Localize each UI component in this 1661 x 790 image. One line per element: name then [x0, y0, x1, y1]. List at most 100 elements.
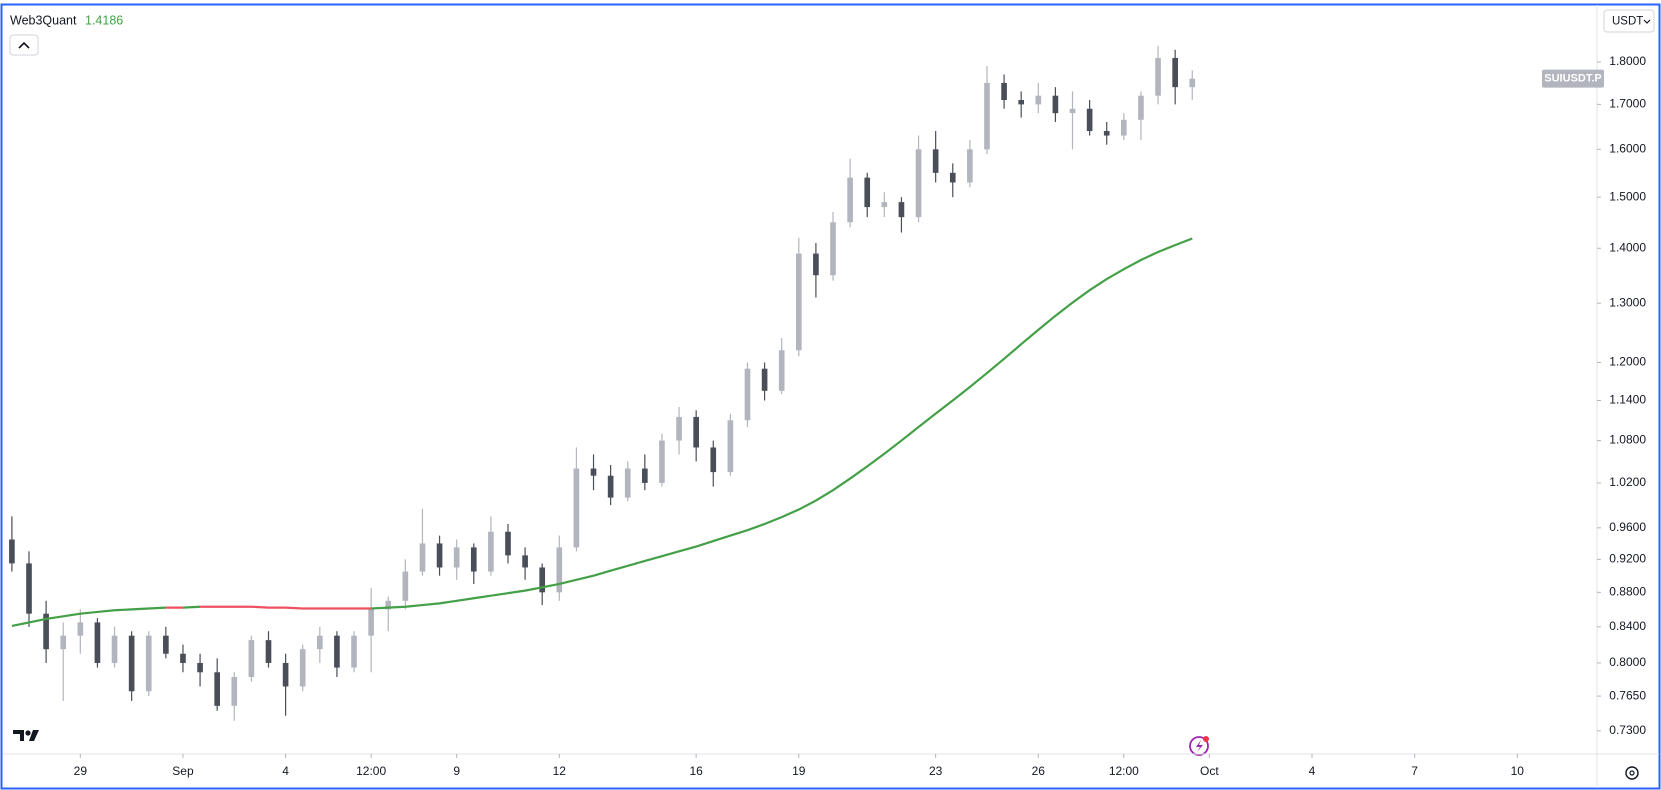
alert-icon[interactable]	[1189, 736, 1209, 756]
collapse-button[interactable]	[9, 34, 39, 56]
candle-body	[94, 622, 101, 663]
x-tick-label: 10	[1511, 764, 1525, 778]
candle-body	[1138, 95, 1144, 120]
indicator-line	[200, 605, 372, 610]
candle-body	[778, 350, 785, 391]
candle-body	[949, 172, 956, 183]
y-tick-label: 1.7000	[1609, 97, 1646, 111]
frame	[0, 3, 1661, 790]
alert-bolt	[1196, 740, 1203, 752]
y-tick-label: 0.7650	[1609, 688, 1646, 702]
alert-dot	[1203, 736, 1209, 742]
candle-body	[539, 567, 546, 593]
candle-body	[128, 635, 135, 692]
candle-body	[436, 543, 443, 568]
candle-body	[984, 82, 990, 150]
candle-body	[607, 475, 614, 498]
indicator-value: 1.4186	[85, 13, 123, 27]
candle-body	[813, 253, 819, 276]
candle-body	[898, 202, 905, 218]
logo-part	[13, 730, 24, 741]
candle-body	[1121, 119, 1127, 136]
tradingview-logo	[13, 730, 39, 741]
candle-body	[505, 531, 511, 556]
settings-hub	[1629, 770, 1635, 776]
candle-body	[1103, 131, 1110, 136]
candle-body	[932, 149, 939, 173]
candle-body	[1035, 95, 1042, 105]
candle-body	[214, 672, 220, 706]
candle-body	[1018, 100, 1025, 105]
y-tick-label: 1.3000	[1609, 295, 1646, 309]
candle-body	[197, 662, 203, 673]
y-tick-label: 0.9600	[1609, 520, 1646, 534]
settings-icon[interactable]	[1625, 766, 1639, 780]
indicator-line	[11, 606, 166, 627]
indicator-line	[182, 605, 201, 609]
candle-body	[573, 468, 580, 548]
candle-body	[556, 547, 563, 593]
candle-body	[1069, 108, 1076, 114]
candle-body	[453, 547, 460, 568]
candle-body	[77, 622, 84, 636]
candle-body	[265, 640, 272, 663]
plot-area	[9, 45, 1196, 721]
indicator-line	[371, 237, 1193, 610]
currency-label: USDT	[1612, 16, 1643, 28]
candle-body	[470, 547, 477, 572]
candle-body	[590, 468, 597, 476]
candle-body	[163, 635, 169, 654]
currency-caret	[1643, 19, 1651, 24]
candle-body	[26, 563, 32, 614]
candle-body	[145, 635, 152, 692]
currency-button[interactable]	[1603, 9, 1655, 33]
candle-body	[1001, 82, 1007, 101]
symbol-tag-label: SUIUSDT.P	[1544, 73, 1601, 85]
candle-body	[624, 468, 631, 498]
y-tick-label: 0.8800	[1609, 584, 1646, 598]
x-tick-label: 12:00	[1109, 764, 1139, 778]
candle-body	[676, 416, 682, 441]
x-tick-label: 19	[792, 764, 806, 778]
candle-body	[967, 149, 973, 183]
candle-body	[488, 531, 494, 572]
logo-part	[29, 730, 39, 741]
candle-body	[1052, 95, 1059, 114]
x-tick-label: 16	[689, 764, 703, 778]
candle-body	[693, 416, 699, 448]
candle-body	[642, 468, 648, 483]
candle-body	[659, 440, 665, 483]
logo-part	[25, 730, 31, 736]
candle-body	[248, 640, 255, 677]
candle-body	[419, 543, 426, 572]
x-tick-label: 29	[74, 764, 88, 778]
candle-body	[60, 635, 67, 650]
x-tick-label: 7	[1411, 764, 1418, 778]
y-tick-label: 1.4000	[1609, 240, 1646, 254]
y-tick-label: 1.0800	[1609, 433, 1646, 447]
candle-body	[299, 649, 306, 687]
candle-body	[385, 600, 392, 610]
y-tick-label: 1.5000	[1609, 189, 1646, 203]
candle-body	[231, 676, 238, 706]
candle-body	[402, 571, 409, 601]
y-tick-label: 1.1400	[1609, 393, 1646, 407]
candle-body	[111, 635, 118, 663]
candle-body	[1086, 108, 1093, 132]
candle-body	[522, 555, 528, 568]
candle-body	[282, 662, 289, 687]
candle-body	[43, 613, 49, 650]
candle-body	[847, 177, 853, 223]
alert-circle	[1189, 736, 1209, 756]
x-tick-label: 12	[553, 764, 567, 778]
candle-body	[316, 635, 323, 650]
y-tick-label: 1.6000	[1609, 141, 1646, 155]
x-tick-label: 12:00	[356, 764, 386, 778]
candle-body	[710, 447, 717, 473]
y-tick-label: 1.0200	[1609, 475, 1646, 489]
candle-body	[761, 368, 768, 391]
candle-body	[1155, 57, 1161, 96]
indicator-name: Web3Quant	[10, 13, 77, 27]
candle-body	[334, 635, 340, 668]
